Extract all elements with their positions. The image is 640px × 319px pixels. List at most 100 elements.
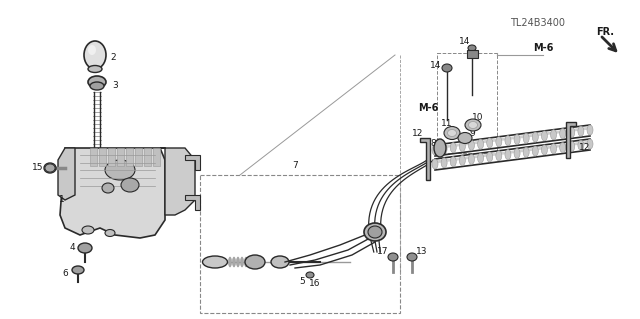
Text: FR.: FR. bbox=[596, 27, 614, 37]
Ellipse shape bbox=[248, 257, 252, 267]
Ellipse shape bbox=[559, 129, 566, 138]
Ellipse shape bbox=[587, 125, 593, 135]
Ellipse shape bbox=[44, 163, 56, 173]
Text: M-6: M-6 bbox=[418, 103, 438, 113]
Ellipse shape bbox=[458, 132, 472, 144]
Text: 9: 9 bbox=[469, 129, 475, 137]
Ellipse shape bbox=[407, 253, 417, 261]
Ellipse shape bbox=[468, 140, 474, 150]
Ellipse shape bbox=[514, 148, 520, 159]
Ellipse shape bbox=[237, 257, 239, 267]
Ellipse shape bbox=[569, 141, 575, 151]
Ellipse shape bbox=[559, 143, 566, 152]
Ellipse shape bbox=[496, 137, 502, 147]
Ellipse shape bbox=[368, 226, 382, 238]
Ellipse shape bbox=[271, 256, 289, 268]
Text: 1: 1 bbox=[59, 196, 65, 204]
Ellipse shape bbox=[541, 131, 547, 141]
Polygon shape bbox=[467, 50, 478, 58]
Ellipse shape bbox=[88, 45, 96, 55]
Text: 11: 11 bbox=[441, 118, 452, 128]
Text: 14: 14 bbox=[430, 61, 442, 70]
Polygon shape bbox=[185, 195, 200, 210]
Bar bbox=[117, 148, 124, 166]
Ellipse shape bbox=[84, 41, 106, 69]
Ellipse shape bbox=[496, 151, 502, 161]
Ellipse shape bbox=[434, 139, 446, 157]
Ellipse shape bbox=[460, 155, 465, 166]
Ellipse shape bbox=[523, 133, 529, 143]
Text: 12: 12 bbox=[412, 129, 424, 137]
Ellipse shape bbox=[477, 139, 484, 149]
Ellipse shape bbox=[505, 136, 511, 145]
Ellipse shape bbox=[202, 256, 227, 268]
Ellipse shape bbox=[432, 145, 438, 155]
Text: 10: 10 bbox=[472, 114, 484, 122]
Ellipse shape bbox=[442, 64, 452, 72]
Ellipse shape bbox=[121, 178, 139, 192]
Polygon shape bbox=[566, 122, 576, 158]
Ellipse shape bbox=[465, 119, 481, 131]
Bar bbox=[99, 148, 106, 166]
Ellipse shape bbox=[587, 139, 593, 149]
Ellipse shape bbox=[78, 243, 92, 253]
Polygon shape bbox=[420, 138, 430, 180]
Polygon shape bbox=[58, 148, 75, 200]
Text: 16: 16 bbox=[309, 278, 321, 287]
Bar bbox=[144, 148, 151, 166]
Bar bbox=[108, 148, 115, 166]
Ellipse shape bbox=[232, 257, 236, 267]
Ellipse shape bbox=[514, 134, 520, 145]
Ellipse shape bbox=[486, 138, 493, 148]
Text: 5: 5 bbox=[299, 278, 305, 286]
Ellipse shape bbox=[477, 153, 484, 163]
Ellipse shape bbox=[541, 145, 547, 155]
Ellipse shape bbox=[578, 126, 584, 136]
Text: TL24B3400: TL24B3400 bbox=[510, 18, 565, 28]
Ellipse shape bbox=[306, 272, 314, 278]
Ellipse shape bbox=[523, 147, 529, 157]
Ellipse shape bbox=[486, 152, 493, 162]
Ellipse shape bbox=[578, 140, 584, 150]
Text: 2: 2 bbox=[110, 54, 116, 63]
Bar bbox=[200, 175, 400, 313]
Ellipse shape bbox=[388, 253, 398, 261]
Text: 12: 12 bbox=[579, 144, 591, 152]
Ellipse shape bbox=[468, 45, 476, 51]
Text: 14: 14 bbox=[460, 38, 470, 47]
Ellipse shape bbox=[105, 160, 135, 180]
Text: 6: 6 bbox=[62, 270, 68, 278]
Ellipse shape bbox=[241, 257, 243, 267]
Bar bbox=[437, 53, 497, 153]
Bar bbox=[90, 148, 97, 166]
Ellipse shape bbox=[82, 226, 94, 234]
Ellipse shape bbox=[245, 255, 265, 269]
Ellipse shape bbox=[72, 266, 84, 274]
Ellipse shape bbox=[364, 223, 386, 241]
Text: 4: 4 bbox=[69, 243, 75, 253]
Ellipse shape bbox=[447, 130, 456, 137]
Polygon shape bbox=[185, 155, 200, 170]
Ellipse shape bbox=[460, 141, 465, 152]
Ellipse shape bbox=[444, 127, 460, 139]
Ellipse shape bbox=[550, 130, 557, 140]
Ellipse shape bbox=[432, 159, 438, 169]
Ellipse shape bbox=[450, 143, 456, 153]
Text: 7: 7 bbox=[292, 160, 298, 169]
Ellipse shape bbox=[102, 183, 114, 193]
Text: M-6: M-6 bbox=[533, 43, 553, 53]
Ellipse shape bbox=[569, 127, 575, 137]
Ellipse shape bbox=[505, 150, 511, 160]
Ellipse shape bbox=[532, 146, 538, 156]
Polygon shape bbox=[160, 148, 195, 215]
Ellipse shape bbox=[90, 82, 104, 90]
Text: 8: 8 bbox=[430, 138, 436, 147]
Ellipse shape bbox=[450, 157, 456, 167]
Bar bbox=[153, 148, 160, 166]
Ellipse shape bbox=[105, 229, 115, 236]
Ellipse shape bbox=[88, 65, 102, 72]
Ellipse shape bbox=[441, 158, 447, 168]
Ellipse shape bbox=[244, 257, 248, 267]
Bar bbox=[126, 148, 133, 166]
Bar bbox=[135, 148, 142, 166]
